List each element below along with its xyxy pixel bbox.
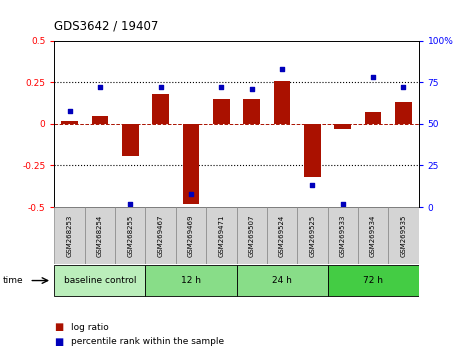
Text: GSM269524: GSM269524 [279,214,285,257]
Bar [176,207,206,264]
Bar [274,81,290,124]
Text: GSM268253: GSM268253 [67,214,72,257]
Bar [267,207,297,264]
Text: 24 h: 24 h [272,276,292,285]
Point [400,85,407,90]
Bar [145,266,236,296]
Point [187,191,195,196]
Text: time: time [2,276,23,285]
Bar [395,102,412,124]
Bar [85,207,115,264]
Text: GSM268254: GSM268254 [97,214,103,257]
Bar [388,207,419,264]
Bar [183,124,199,204]
Text: GDS3642 / 19407: GDS3642 / 19407 [54,19,159,33]
Bar [236,266,327,296]
Text: 72 h: 72 h [363,276,383,285]
Point [308,183,316,188]
Point [248,86,255,92]
Text: ■: ■ [54,322,64,332]
Point [96,85,104,90]
Bar [213,99,230,124]
Bar [327,207,358,264]
Bar [334,124,351,129]
Point [126,201,134,207]
Bar [304,124,321,177]
Bar [61,121,78,124]
Bar [115,207,146,264]
Point [369,74,377,80]
Bar [54,207,85,264]
Bar [145,207,176,264]
Bar [365,112,381,124]
Text: GSM269535: GSM269535 [401,214,406,257]
Text: GSM269467: GSM269467 [158,214,164,257]
Bar [206,207,236,264]
Point [278,66,286,72]
Text: GSM269534: GSM269534 [370,214,376,257]
Text: baseline control: baseline control [64,276,136,285]
Bar [54,266,146,296]
Point [339,201,347,207]
Bar [152,94,169,124]
Text: GSM269525: GSM269525 [309,214,315,257]
Bar [243,99,260,124]
Text: 12 h: 12 h [181,276,201,285]
Bar [327,266,419,296]
Bar [122,124,139,155]
Text: percentile rank within the sample: percentile rank within the sample [71,337,224,346]
Point [218,85,225,90]
Text: GSM269471: GSM269471 [219,214,224,257]
Text: ■: ■ [54,337,64,347]
Text: log ratio: log ratio [71,323,109,332]
Bar [92,115,108,124]
Text: GSM269469: GSM269469 [188,214,194,257]
Text: GSM269507: GSM269507 [249,214,254,257]
Bar [297,207,327,264]
Text: GSM268255: GSM268255 [127,214,133,257]
Text: GSM269533: GSM269533 [340,214,346,257]
Bar [236,207,267,264]
Point [66,108,73,113]
Point [157,85,165,90]
Bar [358,207,388,264]
